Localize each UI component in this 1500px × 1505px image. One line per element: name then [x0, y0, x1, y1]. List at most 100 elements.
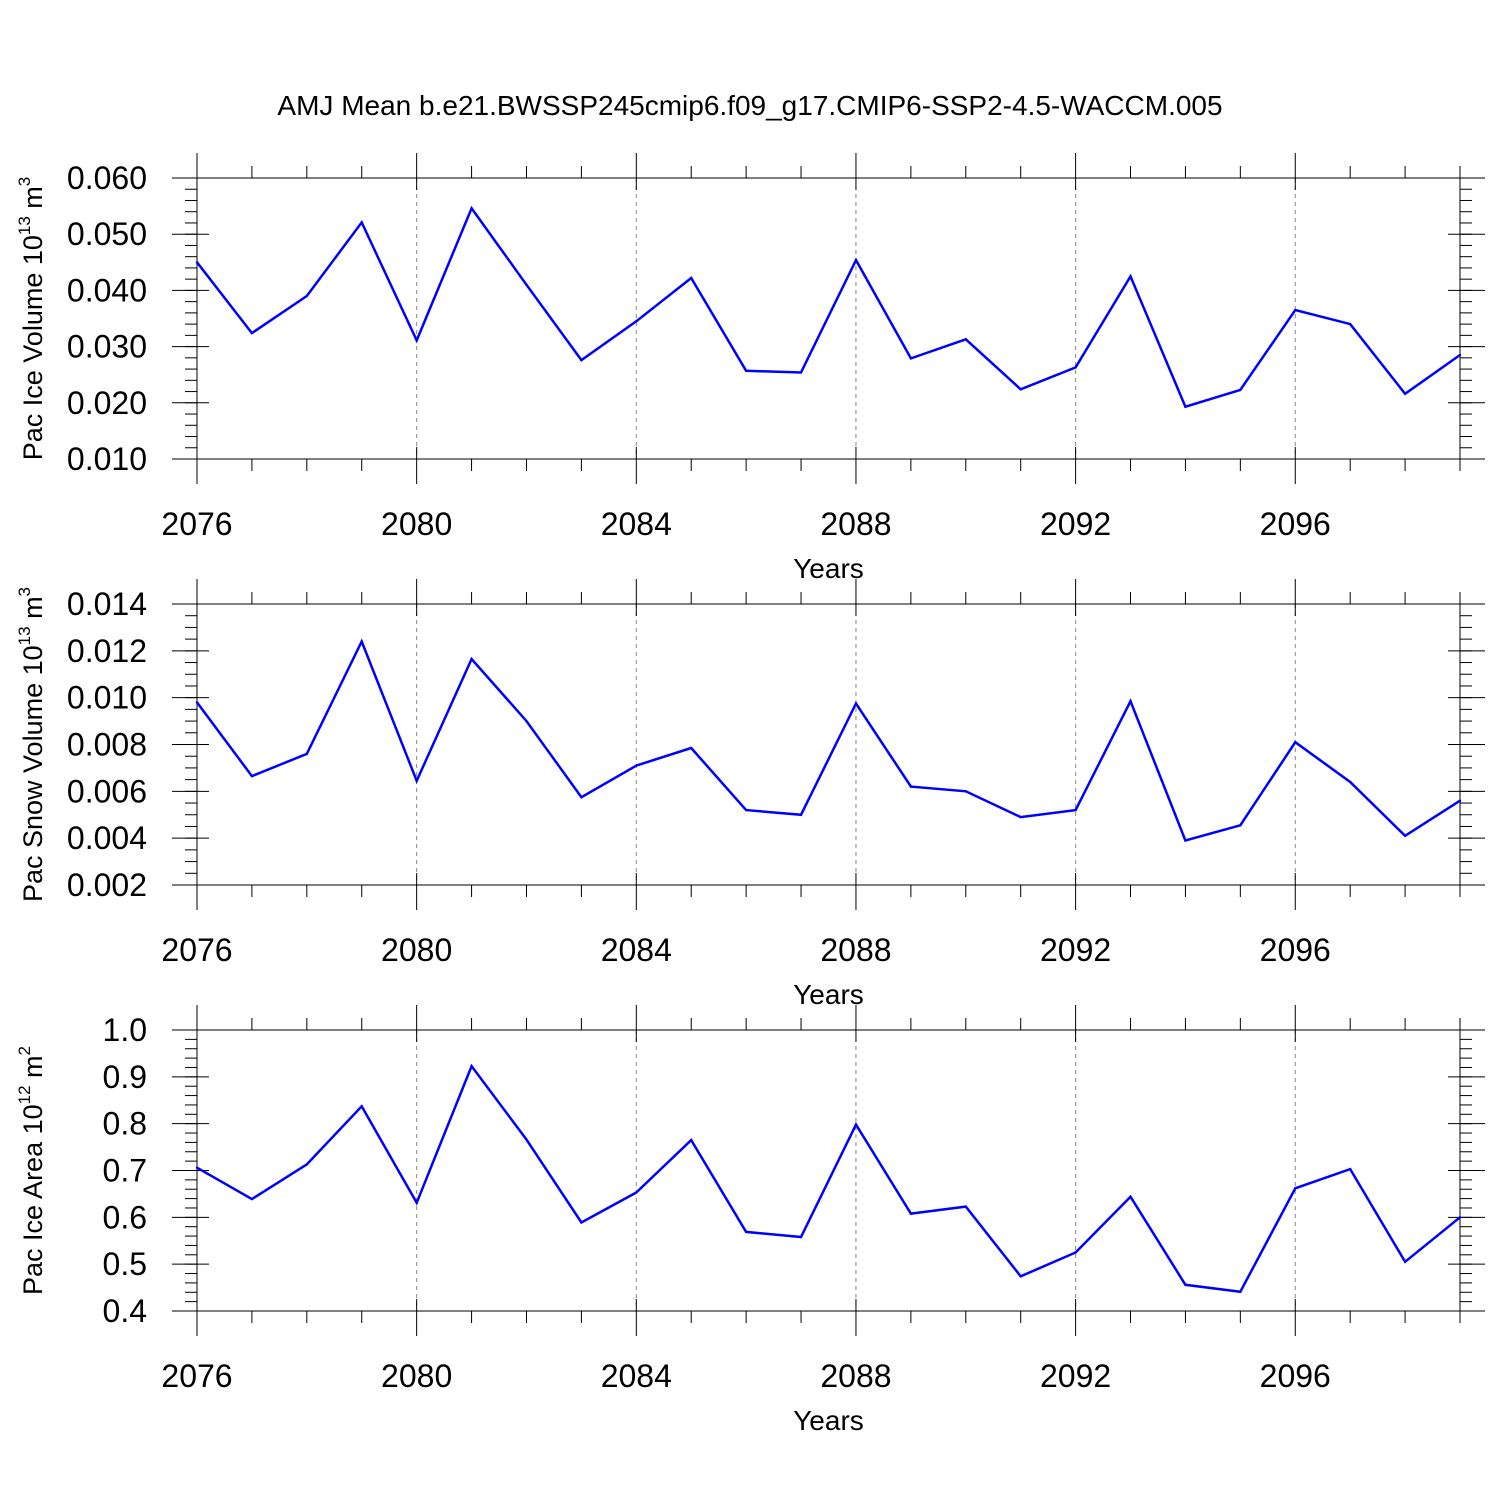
- plot-frame: [196, 177, 1461, 460]
- data-point: [250, 331, 254, 335]
- data-point: [360, 640, 363, 643]
- y-tick-label: 0.8: [103, 1106, 147, 1142]
- series-line: [196, 1063, 1461, 1294]
- y-tick-label: 0.5: [103, 1246, 147, 1282]
- data-point: [1019, 815, 1022, 819]
- y-tick-label: 0.050: [67, 216, 147, 252]
- x-tick-label: 2076: [161, 506, 232, 542]
- data-point: [690, 746, 693, 750]
- x-tick-label: 2084: [601, 506, 672, 542]
- data-point: [690, 276, 693, 280]
- data-point: [635, 764, 638, 767]
- data-point: [964, 790, 967, 793]
- y-axis-label: Pac Snow Volume 1013 m3: [15, 587, 48, 902]
- series-line: [195, 638, 1461, 843]
- data-point: [525, 283, 528, 286]
- data-point: [909, 1212, 913, 1215]
- y-tick-label: 0.002: [67, 867, 147, 903]
- data-point: [1294, 308, 1297, 312]
- y-tick-label: 0.008: [67, 727, 147, 763]
- data-point: [1458, 1216, 1462, 1219]
- data-point: [195, 1166, 199, 1169]
- data-point: [1074, 366, 1077, 369]
- data-point: [854, 258, 858, 262]
- series-line: [196, 205, 1461, 409]
- plot-frame: [196, 603, 1461, 886]
- y-tick-label: 0.010: [67, 680, 147, 716]
- x-tick-label: 2096: [1260, 1358, 1331, 1394]
- data-point: [1239, 388, 1242, 392]
- data-point: [744, 808, 748, 812]
- data-point: [964, 338, 967, 341]
- y-tick-label: 0.040: [67, 272, 147, 308]
- data-point: [799, 371, 803, 374]
- data-point: [909, 357, 913, 360]
- x-tick-label: 2088: [820, 1358, 891, 1394]
- y-tick-label: 0.010: [67, 441, 147, 477]
- data-point: [1458, 799, 1462, 802]
- data-point: [1019, 388, 1022, 391]
- data-point: [1294, 740, 1297, 744]
- x-tick-label: 2076: [161, 1358, 232, 1394]
- data-point: [635, 320, 638, 323]
- data-point: [1403, 1260, 1407, 1264]
- data-point: [744, 1230, 748, 1234]
- y-tick-label: 0.9: [103, 1059, 147, 1095]
- y-tick-label: 0.6: [103, 1199, 147, 1235]
- data-point: [799, 1235, 803, 1239]
- data-point: [195, 261, 199, 264]
- y-axis-label: Pac Ice Volume 1013 m3: [15, 177, 48, 461]
- data-point: [580, 1221, 583, 1224]
- data-point: [1019, 1275, 1022, 1278]
- data-point: [1403, 834, 1407, 838]
- data-point: [525, 1138, 528, 1141]
- data-point: [1348, 1167, 1352, 1171]
- y-tick-label: 0.030: [67, 329, 147, 365]
- y-tick-label: 0.7: [103, 1153, 147, 1189]
- data-point: [415, 1201, 418, 1205]
- y-tick-label: 0.014: [67, 586, 147, 622]
- data-point: [964, 1205, 967, 1208]
- data-point: [360, 221, 363, 224]
- data-point: [470, 657, 473, 661]
- y-tick-label: 0.004: [67, 820, 147, 856]
- data-point: [854, 702, 858, 705]
- data-point: [1348, 780, 1352, 784]
- data-point: [1074, 808, 1077, 812]
- x-tick-label: 2096: [1260, 932, 1331, 968]
- data-point: [635, 1191, 638, 1194]
- x-tick-label: 2080: [381, 1358, 452, 1394]
- data-point: [305, 752, 309, 756]
- plot-frame: [196, 1029, 1461, 1312]
- data-point: [305, 1163, 309, 1166]
- data-point: [1348, 322, 1352, 326]
- data-point: [690, 1138, 693, 1142]
- x-tick-label: 2088: [820, 506, 891, 542]
- data-point: [525, 719, 528, 723]
- chart-panel-2: 2076 2080 2084 2088 2092 2096 Years 0.002 0.004 0…: [15, 579, 1485, 1010]
- data-point: [470, 207, 473, 210]
- data-point: [1239, 824, 1242, 827]
- x-tick-label: 2080: [381, 506, 452, 542]
- data-point: [1458, 353, 1462, 357]
- x-tick-label: 2092: [1040, 1358, 1111, 1394]
- x-tick-label: 2092: [1040, 932, 1111, 968]
- data-point: [1184, 1283, 1187, 1286]
- y-tick-label: 0.012: [67, 633, 147, 669]
- y-tick-label: 0.4: [103, 1293, 147, 1329]
- data-point: [799, 813, 803, 816]
- data-point: [1184, 405, 1187, 408]
- y-tick-label: 0.006: [67, 773, 147, 809]
- x-axis-label: Years: [793, 553, 864, 584]
- x-tick-label: 2096: [1260, 506, 1331, 542]
- y-axis-label: Pac Ice Area 1012 m2: [15, 1046, 48, 1295]
- data-point: [360, 1105, 363, 1108]
- x-tick-label: 2084: [601, 932, 672, 968]
- chart-panel-3: 2076 2080 2084 2088 2092 2096 Years 0.4 0.5 0.6 0.…: [15, 1005, 1485, 1436]
- data-point: [470, 1064, 473, 1068]
- x-tick-label: 2092: [1040, 506, 1111, 542]
- data-point: [1129, 275, 1132, 278]
- data-point: [1403, 392, 1407, 396]
